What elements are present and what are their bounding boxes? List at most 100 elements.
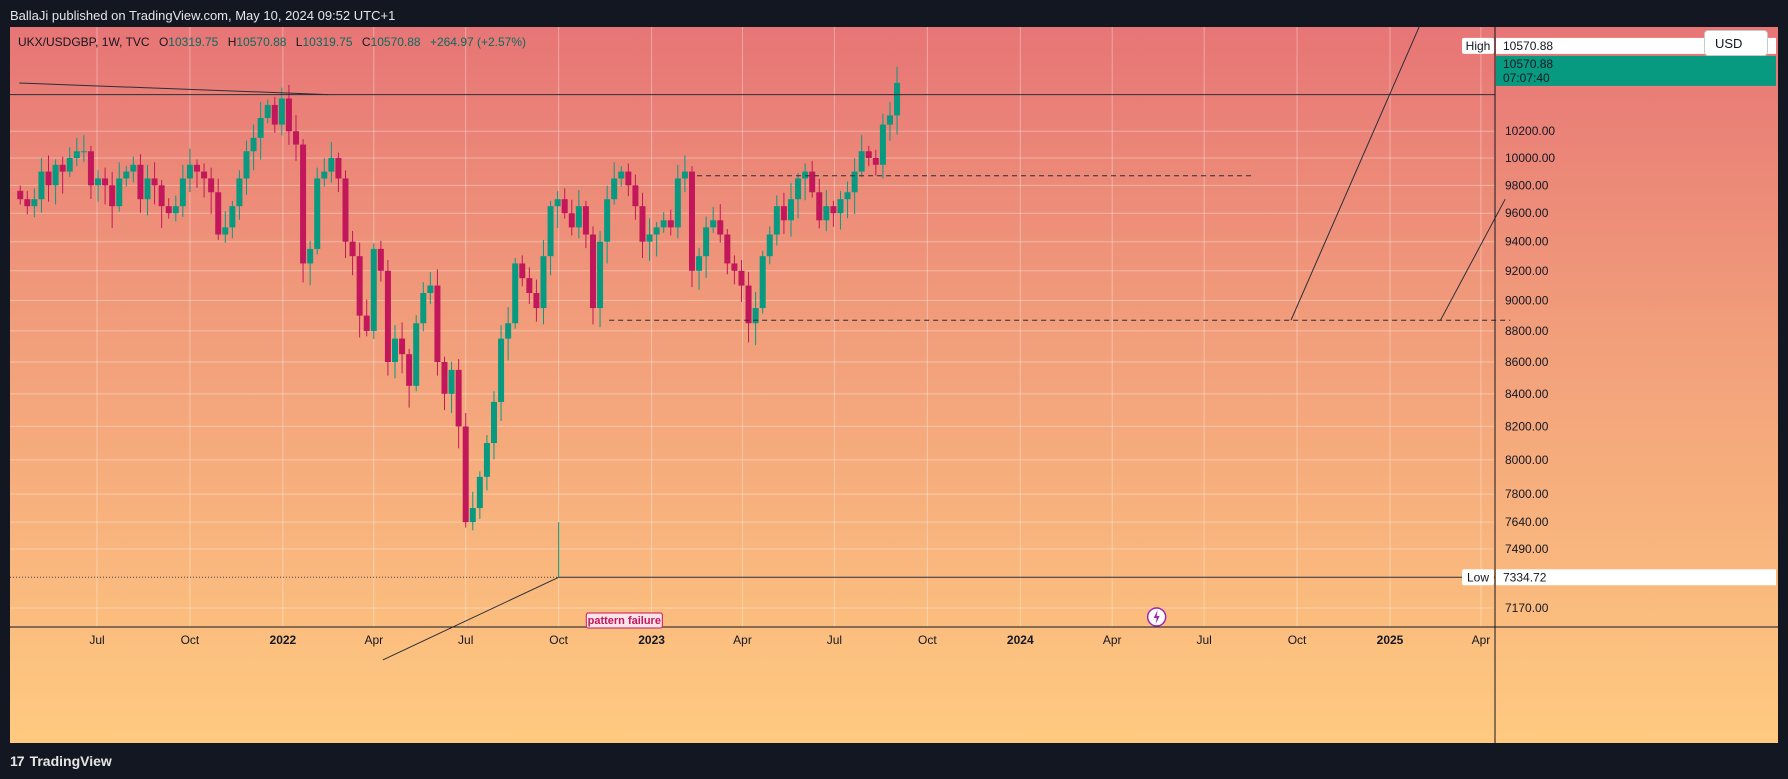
- candle-body[interactable]: [766, 234, 773, 257]
- candle-body[interactable]: [215, 192, 222, 235]
- candle-body[interactable]: [554, 199, 561, 207]
- candle-body[interactable]: [894, 82, 901, 116]
- candle-body[interactable]: [703, 227, 710, 257]
- candle-body[interactable]: [335, 158, 342, 179]
- candle-body[interactable]: [568, 213, 575, 228]
- candle-body[interactable]: [505, 323, 512, 339]
- candle-body[interactable]: [208, 178, 215, 193]
- candle-body[interactable]: [172, 206, 179, 214]
- pattern-failure-box[interactable]: [585, 612, 663, 629]
- candle-body[interactable]: [314, 178, 321, 249]
- candle-body[interactable]: [809, 171, 816, 193]
- candle-body[interactable]: [688, 171, 695, 271]
- candle-body[interactable]: [399, 338, 406, 355]
- candle-body[interactable]: [865, 151, 872, 158]
- candle-body[interactable]: [222, 227, 229, 235]
- candle-body[interactable]: [639, 206, 646, 242]
- candle-body[interactable]: [483, 443, 490, 477]
- candle-body[interactable]: [158, 185, 165, 207]
- candle-body[interactable]: [575, 206, 582, 228]
- trend-line[interactable]: [1290, 27, 1450, 321]
- candle-body[interactable]: [328, 158, 335, 172]
- candle-body[interactable]: [109, 185, 116, 207]
- candle-body[interactable]: [589, 234, 596, 309]
- candle-body[interactable]: [674, 178, 681, 228]
- candle-body[interactable]: [823, 206, 830, 221]
- candle-body[interactable]: [816, 192, 823, 221]
- candle-body[interactable]: [201, 171, 208, 179]
- candle-body[interactable]: [66, 158, 73, 172]
- candle-body[interactable]: [271, 104, 278, 125]
- candle-body[interactable]: [342, 178, 349, 242]
- candle-body[interactable]: [165, 206, 172, 214]
- candle-body[interactable]: [540, 256, 547, 309]
- candle-body[interactable]: [413, 323, 420, 386]
- candle-body[interactable]: [243, 151, 250, 179]
- currency-button[interactable]: USD: [1704, 30, 1768, 56]
- candle-body[interactable]: [660, 220, 667, 228]
- candle-body[interactable]: [24, 199, 31, 207]
- candlestick-chart[interactable]: 7170.00 7490.00 7640.00 7800.00 8000.00 8200.…: [10, 27, 1778, 743]
- candle-body[interactable]: [45, 171, 52, 186]
- candle-body[interactable]: [745, 285, 752, 324]
- candle-body[interactable]: [434, 285, 441, 363]
- candle-body[interactable]: [406, 354, 413, 386]
- candle-body[interactable]: [52, 164, 59, 186]
- candle-body[interactable]: [787, 199, 794, 221]
- candle-body[interactable]: [681, 171, 688, 179]
- candle-body[interactable]: [321, 171, 328, 179]
- candle-body[interactable]: [391, 338, 398, 363]
- candle-body[interactable]: [80, 151, 87, 153]
- candle-body[interactable]: [469, 508, 476, 523]
- candle-body[interactable]: [632, 185, 639, 207]
- candle-body[interactable]: [802, 171, 809, 179]
- candle-body[interactable]: [724, 234, 731, 264]
- candle-body[interactable]: [533, 293, 540, 309]
- candle-body[interactable]: [95, 178, 102, 186]
- candle-body[interactable]: [377, 248, 384, 271]
- candle-body[interactable]: [102, 178, 109, 186]
- candle-body[interactable]: [441, 362, 448, 394]
- candle-body[interactable]: [278, 98, 285, 125]
- candle-body[interactable]: [582, 206, 589, 235]
- candle-body[interactable]: [384, 270, 391, 363]
- candle-body[interactable]: [363, 315, 370, 331]
- candle-body[interactable]: [879, 124, 886, 165]
- candle-body[interactable]: [31, 199, 38, 207]
- candle-body[interactable]: [547, 206, 554, 257]
- candle-body[interactable]: [194, 164, 201, 172]
- candle-body[interactable]: [625, 171, 632, 186]
- candle-body[interactable]: [561, 199, 568, 214]
- candle-body[interactable]: [604, 199, 611, 242]
- candle-body[interactable]: [356, 256, 363, 316]
- candle-body[interactable]: [526, 278, 533, 294]
- candle-body[interactable]: [370, 248, 377, 331]
- candle-body[interactable]: [38, 171, 45, 200]
- candle-body[interactable]: [830, 206, 837, 214]
- candle-body[interactable]: [179, 178, 186, 207]
- candle-body[interactable]: [73, 151, 80, 158]
- candle-body[interactable]: [476, 476, 483, 509]
- candle-body[interactable]: [17, 190, 24, 200]
- candle-body[interactable]: [710, 220, 717, 228]
- candle-body[interactable]: [448, 369, 455, 394]
- candle-body[interactable]: [696, 256, 703, 271]
- candle-body[interactable]: [717, 220, 724, 235]
- candle-body[interactable]: [462, 426, 469, 523]
- candle-body[interactable]: [653, 227, 660, 235]
- candle-body[interactable]: [427, 285, 434, 294]
- candle-body[interactable]: [773, 206, 780, 235]
- candle-body[interactable]: [611, 178, 618, 200]
- candle-body[interactable]: [851, 171, 858, 193]
- candle-body[interactable]: [731, 263, 738, 271]
- candle-body[interactable]: [519, 263, 526, 279]
- candle-body[interactable]: [130, 164, 137, 172]
- trend-line[interactable]: [1440, 198, 1506, 321]
- candle-body[interactable]: [300, 144, 307, 264]
- candle-body[interactable]: [144, 178, 151, 200]
- candle-body[interactable]: [264, 104, 271, 119]
- candle-body[interactable]: [597, 241, 604, 309]
- candle-body[interactable]: [420, 293, 427, 324]
- candle-body[interactable]: [236, 178, 243, 207]
- candle-body[interactable]: [844, 192, 851, 200]
